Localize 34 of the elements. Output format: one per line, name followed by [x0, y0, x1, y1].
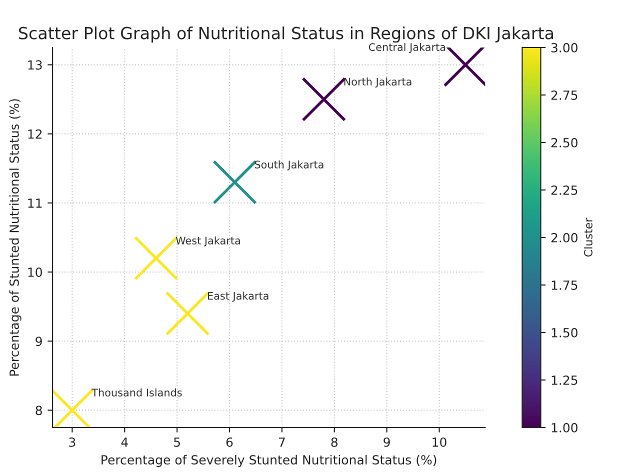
x-tick-label: 3 [69, 437, 76, 447]
annotation: Thousand Islands [92, 388, 182, 396]
x-tick-label: 5 [174, 438, 180, 447]
annotation: North Jakarta [344, 78, 412, 88]
color-bar-label: 1.75 [552, 280, 578, 290]
x-tick-label: 4 [121, 438, 128, 447]
color-bar-label: 2.50 [551, 138, 578, 148]
annotation: East Jakarta [208, 292, 268, 302]
x-tick-label: 10 [432, 437, 446, 447]
annotation: South Jakarta [254, 160, 324, 170]
color-bar-label: 1.25 [552, 375, 578, 385]
x-tick-label: 7 [278, 438, 285, 447]
x-tick-label: 6 [226, 437, 233, 447]
point [165, 291, 210, 336]
color-bar-title: Cluster [584, 218, 592, 257]
x-tick-label: 8 [331, 437, 338, 447]
y-tick-label: 11 [28, 198, 42, 208]
x-tick-label: 9 [384, 437, 390, 447]
chart-title: Scatter Plot Graph of Nutritional Status in Regions of DKI Jakarta [19, 26, 554, 43]
color-bar-label: 3.00 [551, 42, 578, 52]
y-tick-label: 13 [28, 60, 42, 70]
x-axis-title: Percentage of Severely Stunted Nutritional Status (%) [102, 454, 436, 467]
color-bar-label: 2.25 [551, 185, 578, 195]
y-tick-label: 9 [36, 336, 42, 346]
annotation: Central Jakarta [368, 42, 446, 53]
annotation: West Jakarta [176, 236, 240, 246]
y-tick-label: 10 [28, 268, 42, 277]
color-bar-label: 1.50 [552, 328, 578, 338]
y-axis-title: Percentage of Stunted Nutritional Status (%) [9, 99, 22, 376]
color-bar-label: 1.00 [552, 422, 578, 432]
y-tick-label: 8 [36, 406, 42, 416]
y-tick-label: 12 [28, 129, 42, 139]
color-bar-label: 2.00 [551, 232, 578, 242]
color-bar-label: 2.75 [551, 90, 578, 100]
